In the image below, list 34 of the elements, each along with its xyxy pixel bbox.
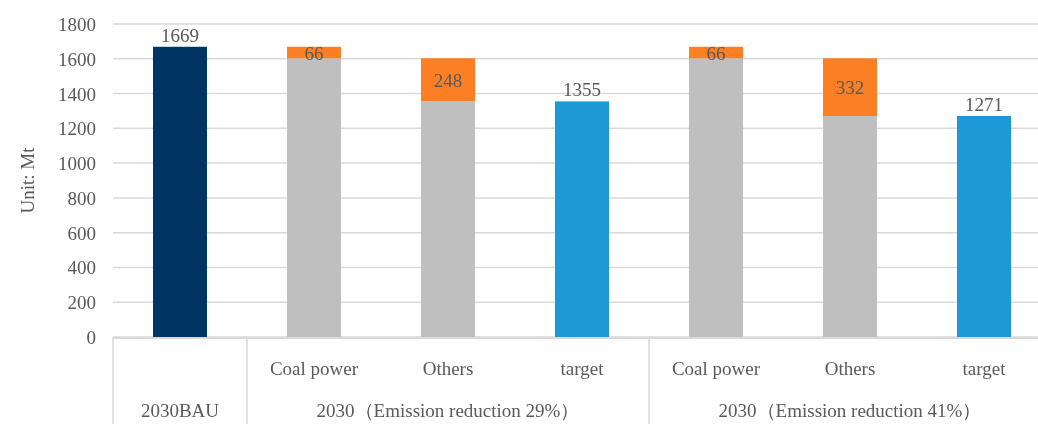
bar [823,115,877,337]
y-tick-label: 800 [67,187,96,209]
y-tick-label: 1000 [58,153,96,175]
bar [555,101,609,337]
bar [957,115,1011,337]
data-label: 1271 [965,93,1003,115]
y-tick-label: 1800 [58,14,96,35]
y-tick-label: 400 [67,257,96,279]
text: 2030BAU [140,400,220,421]
bar [287,58,341,337]
y-axis-title: Unit: Mt [17,146,38,214]
data-label: 332 [835,77,865,99]
text: 2030（Emission reduction 29%） [316,400,580,421]
y-tick-label: 1400 [58,83,96,105]
data-label: 1669 [161,24,199,46]
bar [689,58,743,337]
x-tick-label: Others [824,358,876,379]
y-tick-label: 1600 [58,48,96,70]
x-tick-label: target [962,358,1007,379]
x-tick-label: target [560,358,605,379]
text: 2030（Emission reduction 41%） [718,400,982,421]
x-tick-label: Coal power [671,358,761,379]
x-tick-label: Coal power [269,358,359,379]
y-tick-label: 200 [67,292,96,314]
y-tick-label: 1200 [58,118,96,140]
y-tick-label: 600 [67,222,96,244]
bar [153,46,207,337]
data-label: 248 [433,69,463,91]
bar [823,58,877,116]
x-tick-label: Others [422,358,474,379]
data-label: 1355 [563,79,601,101]
bar [421,101,475,337]
bar [421,58,475,102]
y-tick-label: 0 [86,327,96,348]
